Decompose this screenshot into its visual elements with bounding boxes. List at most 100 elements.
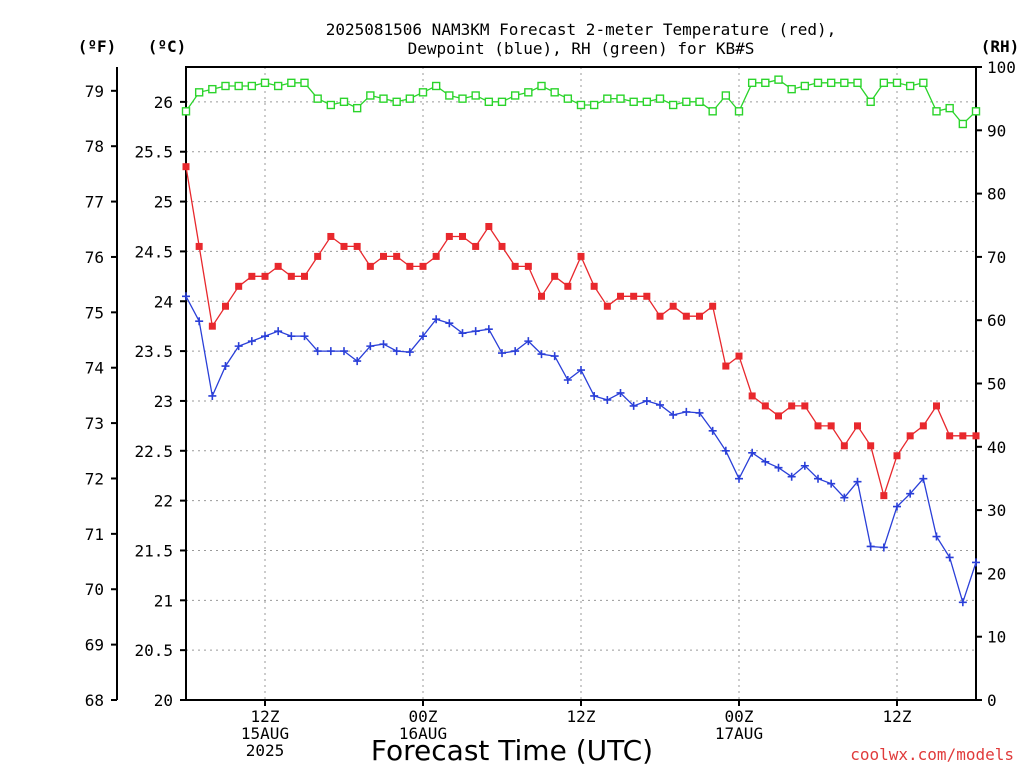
temperature-point (814, 422, 822, 430)
temperature-point (485, 222, 493, 230)
temperature-point (551, 272, 559, 280)
temperature-point (722, 362, 730, 370)
dewpoint-point (392, 347, 401, 356)
f-tick-label: 78 (85, 137, 104, 156)
temperature-point (854, 422, 861, 430)
temperature-point (617, 292, 624, 300)
rh-point (510, 91, 520, 100)
dewpoint-point (919, 474, 928, 483)
temperature-point (827, 422, 835, 430)
f-tick-label: 75 (85, 303, 104, 322)
rh-point (537, 81, 546, 91)
dewpoint-point (511, 347, 520, 356)
dewpoint-point (787, 472, 796, 481)
temperature-point (696, 312, 703, 320)
dewpoint-point (669, 410, 678, 419)
x-tick-label: 12Z (567, 707, 596, 726)
temperature-point (643, 292, 651, 300)
c-tick-label: 21 (154, 591, 173, 610)
temperature-point (748, 392, 756, 400)
x-tick-label: 12Z (883, 707, 912, 726)
c-tick-label: 22 (154, 492, 173, 511)
dewpoint-point (484, 325, 493, 334)
rh-point (629, 97, 638, 107)
temperature-point (287, 272, 295, 280)
rh-tick-label: 100 (987, 58, 1016, 77)
temperature-point (906, 432, 914, 440)
temperature-point (366, 262, 374, 270)
c-tick-label: 24 (154, 292, 173, 311)
temperature-point (511, 262, 519, 270)
dewpoint-point (182, 292, 190, 301)
dewpoint-point (682, 407, 691, 416)
rh-point (603, 94, 612, 103)
temperature-point (524, 262, 532, 270)
rh-tick-label: 40 (987, 438, 1006, 457)
temperature-point (603, 302, 611, 310)
rh-point (431, 81, 441, 91)
rh-tick-label: 20 (987, 564, 1006, 583)
rh-point (734, 107, 744, 116)
dewpoint-point (234, 342, 243, 351)
c-tick-label: 26 (154, 93, 173, 112)
dewpoint-point (958, 598, 967, 607)
temperature-point (577, 252, 585, 260)
temperature-point (709, 302, 717, 310)
f-tick-label: 69 (85, 636, 104, 655)
dewpoint-point (721, 446, 730, 455)
rh-point (747, 78, 757, 88)
temperature-point (919, 422, 927, 430)
temperature-point (182, 163, 190, 171)
temperature-point (419, 262, 427, 270)
temperature-point (208, 322, 216, 330)
temperature-point (248, 272, 256, 280)
dewpoint-point (366, 342, 375, 351)
rh-point (616, 94, 625, 103)
temperature-point (959, 432, 967, 440)
rh-point (971, 107, 981, 116)
temperature-point (630, 292, 638, 300)
dewpoint-point (498, 349, 506, 358)
temperature-point (222, 302, 229, 310)
dewpoint-point (932, 532, 941, 541)
rh-point (668, 100, 678, 110)
temperature-point (340, 242, 348, 250)
rh-point (813, 78, 823, 88)
temperature-point (867, 442, 875, 450)
rh-point (708, 107, 717, 116)
dewpoint-point (774, 463, 783, 472)
dewpoint-point (195, 317, 204, 326)
dewpoint-point (906, 489, 915, 498)
temperature-point (801, 402, 809, 410)
c-tick-label: 22.5 (134, 442, 173, 461)
rh-point (945, 103, 954, 113)
rh-point (800, 81, 810, 91)
dewpoint-point (537, 350, 546, 359)
temperature-point (445, 232, 453, 240)
dewpoint-point (866, 542, 875, 551)
rh-point (524, 88, 533, 97)
dewpoint-point (458, 329, 467, 338)
dewpoint-point (261, 332, 269, 341)
dewpoint-point (893, 502, 901, 511)
c-tick-label: 24.5 (134, 242, 173, 261)
temperature-point (735, 352, 743, 360)
dewpoint-point (590, 391, 599, 400)
grid-lines (186, 67, 976, 700)
temperature-point (840, 442, 848, 450)
c-tick-label: 23.5 (134, 342, 173, 361)
c-tick-label: 21.5 (134, 541, 173, 560)
rh-tick-label: 60 (987, 311, 1006, 330)
temperature-point (933, 402, 940, 410)
temperature-point (775, 412, 782, 420)
rh-point (774, 75, 783, 84)
rh-point (932, 107, 941, 116)
temperature-point (788, 402, 796, 410)
rh-point (194, 88, 204, 97)
dewpoint-point (629, 401, 638, 410)
unit-label-fahrenheit: (ºF) (78, 37, 117, 56)
dewpoint-point (616, 388, 625, 397)
rh-point (563, 94, 573, 103)
dewpoint-point (972, 558, 980, 567)
dewpoint-point (708, 426, 717, 435)
